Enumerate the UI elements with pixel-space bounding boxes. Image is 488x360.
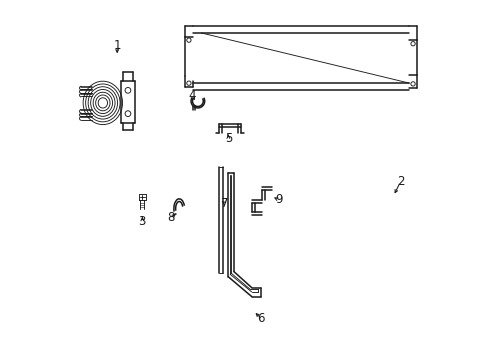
Text: 1: 1 <box>113 39 121 52</box>
Text: 4: 4 <box>188 89 196 102</box>
Text: 2: 2 <box>396 175 404 188</box>
Text: 7: 7 <box>221 197 228 210</box>
Text: 6: 6 <box>256 311 264 325</box>
Text: 5: 5 <box>224 132 232 145</box>
Text: 9: 9 <box>274 193 282 206</box>
Text: 8: 8 <box>167 211 174 224</box>
Text: 3: 3 <box>138 215 146 228</box>
